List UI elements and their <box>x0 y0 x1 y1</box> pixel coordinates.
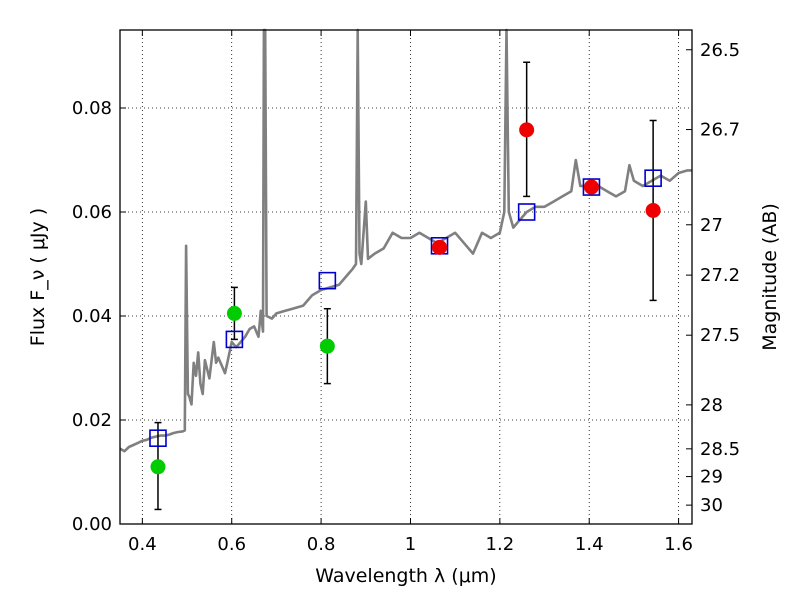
x-tick-label: 0.6 <box>217 534 246 555</box>
x-tick-label: 0.4 <box>128 534 157 555</box>
grid-lines <box>120 30 692 524</box>
right-tick-label: 26.7 <box>700 120 740 141</box>
model-spectrum <box>119 28 692 453</box>
x-axis-ticks: 0.4 0.6 0.8 1 1.2 1.4 1.6 <box>128 30 693 555</box>
y-tick-label: 0.06 <box>72 202 112 223</box>
model-point-square <box>318 271 337 290</box>
right-tick-label: 30 <box>700 495 723 516</box>
x-tick-label: 0.8 <box>307 534 336 555</box>
observed-point <box>150 459 166 475</box>
model-point-square <box>225 330 244 349</box>
y-axis-title: Flux F_ν ( μJy ) <box>27 208 49 346</box>
y-tick-label: 0.08 <box>72 98 112 119</box>
data-markers <box>149 122 662 475</box>
right-axis-ticks: 26.5 26.7 27 27.2 27.5 28 28.5 29 30 <box>686 40 740 516</box>
x-tick-label: 1.6 <box>664 534 693 555</box>
x-tick-label: 1.2 <box>486 534 515 555</box>
observed-point <box>645 202 661 218</box>
error-bars <box>154 61 657 511</box>
right-tick-label: 28 <box>700 395 723 416</box>
right-tick-label: 26.5 <box>700 40 740 61</box>
right-tick-label: 28.5 <box>700 439 740 460</box>
plot-frame <box>119 29 693 525</box>
y-axis-ticks: 0.00 0.02 0.04 0.06 0.08 <box>72 98 126 535</box>
x-axis-title: Wavelength λ (μm) <box>315 565 496 587</box>
observed-point <box>432 239 448 255</box>
y-tick-label: 0.02 <box>72 410 112 431</box>
model-point-square <box>644 169 662 187</box>
observed-point <box>583 179 599 195</box>
spectrum-line <box>119 28 692 453</box>
right-tick-label: 29 <box>700 467 723 488</box>
right-tick-label: 27.5 <box>700 325 740 346</box>
model-point-square <box>517 203 536 221</box>
model-point-square <box>582 178 601 196</box>
right-tick-label: 27 <box>700 215 723 236</box>
observed-point <box>519 122 535 138</box>
x-tick-label: 1 <box>405 534 416 555</box>
model-point-square <box>149 429 167 448</box>
right-axis-title: Magnitude (AB) <box>759 203 781 351</box>
y-tick-label: 0.00 <box>72 514 112 535</box>
y-tick-label: 0.04 <box>72 306 112 327</box>
observed-point <box>319 338 335 354</box>
x-tick-label: 1.4 <box>575 534 604 555</box>
observed-point <box>226 305 242 321</box>
right-tick-label: 27.2 <box>700 265 740 286</box>
